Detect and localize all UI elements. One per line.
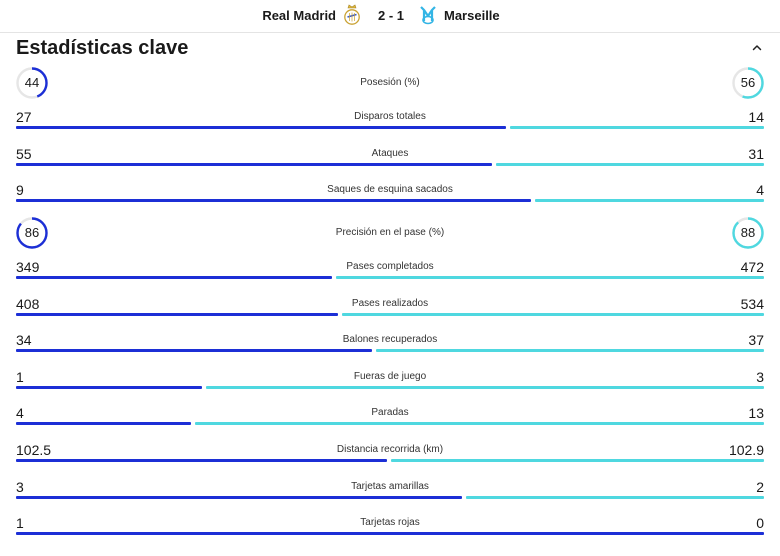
home-value: 9 bbox=[16, 182, 24, 198]
home-bar bbox=[16, 349, 373, 352]
away-bar bbox=[195, 422, 764, 425]
away-value: 31 bbox=[748, 146, 764, 162]
home-ring: 44 bbox=[16, 67, 48, 99]
home-value: 55 bbox=[16, 146, 32, 162]
home-ring: 86 bbox=[16, 217, 48, 249]
away-bar bbox=[376, 349, 764, 352]
stat-label: Saques de esquina sacados bbox=[327, 184, 453, 195]
away-bar bbox=[466, 496, 764, 499]
home-bar bbox=[16, 313, 339, 316]
away-value: 534 bbox=[740, 296, 764, 312]
home-bar bbox=[16, 422, 192, 425]
stat-label: Balones recuperados bbox=[342, 334, 438, 345]
away-ring-gauge bbox=[732, 217, 764, 249]
comparison-bar bbox=[16, 422, 764, 425]
away-value: 472 bbox=[740, 259, 764, 275]
comparison-bar bbox=[16, 459, 764, 462]
away-bar bbox=[535, 199, 764, 202]
away-value: 4 bbox=[756, 182, 764, 198]
home-bar bbox=[16, 126, 506, 129]
home-ring-gauge bbox=[16, 67, 48, 99]
away-value: 0 bbox=[756, 515, 764, 531]
home-value: 34 bbox=[16, 332, 32, 348]
home-bar bbox=[16, 532, 764, 535]
home-bar bbox=[16, 199, 532, 202]
away-bar bbox=[336, 276, 764, 279]
home-value: 3 bbox=[16, 479, 24, 495]
comparison-bar bbox=[16, 163, 764, 166]
away-bar bbox=[495, 163, 764, 166]
stat-label: Posesión (%) bbox=[360, 77, 420, 88]
home-value: 1 bbox=[16, 369, 24, 385]
away-value: 3 bbox=[756, 369, 764, 385]
home-value: 44 bbox=[24, 75, 40, 90]
away-team-name[interactable]: Marseille bbox=[444, 8, 500, 23]
stat-label: Paradas bbox=[371, 407, 409, 418]
match-score: 2 - 1 bbox=[377, 8, 404, 23]
comparison-bar bbox=[16, 349, 764, 352]
away-ring-gauge bbox=[732, 67, 764, 99]
stat-label: Tarjetas amarillas bbox=[351, 481, 429, 492]
home-bar bbox=[16, 163, 492, 166]
comparison-bar bbox=[16, 313, 764, 316]
home-team-name[interactable]: Real Madrid bbox=[262, 8, 336, 23]
stat-label: Tarjetas rojas bbox=[360, 517, 420, 528]
home-bar bbox=[16, 386, 202, 389]
away-ring: 88 bbox=[732, 217, 764, 249]
home-value: 4 bbox=[16, 405, 24, 421]
comparison-bar bbox=[16, 532, 764, 535]
away-value: 37 bbox=[748, 332, 764, 348]
home-ring-gauge bbox=[16, 217, 48, 249]
home-value: 1 bbox=[16, 515, 24, 531]
comparison-bar bbox=[16, 126, 764, 129]
away-bar bbox=[342, 313, 764, 316]
comparison-bar bbox=[16, 199, 764, 202]
stat-label: Distancia recorrida (km) bbox=[336, 444, 444, 455]
stat-label: Fueras de juego bbox=[353, 371, 427, 382]
away-value: 2 bbox=[756, 479, 764, 495]
home-value: 86 bbox=[24, 225, 40, 240]
stat-label: Disparos totales bbox=[354, 111, 426, 122]
real-madrid-crest-icon bbox=[344, 4, 360, 25]
comparison-bar bbox=[16, 496, 764, 499]
comparison-bar bbox=[16, 386, 764, 389]
section-title: Estadísticas clave bbox=[16, 37, 189, 59]
home-value: 27 bbox=[16, 109, 32, 125]
stat-label: Ataques bbox=[371, 148, 409, 159]
stat-label: Pases completados bbox=[346, 261, 434, 272]
away-bar bbox=[206, 386, 764, 389]
home-value: 349 bbox=[16, 259, 40, 275]
stat-label: Precisión en el pase (%) bbox=[335, 227, 445, 238]
home-value: 102.5 bbox=[16, 442, 52, 458]
away-value: 13 bbox=[748, 405, 764, 421]
marseille-crest-icon bbox=[420, 6, 436, 25]
stat-label: Pases realizados bbox=[351, 298, 429, 309]
home-bar bbox=[16, 496, 463, 499]
away-value: 56 bbox=[740, 75, 756, 90]
away-bar bbox=[509, 126, 764, 129]
away-value: 102.9 bbox=[728, 442, 764, 458]
chevron-up-icon[interactable] bbox=[748, 39, 766, 57]
home-bar bbox=[16, 459, 388, 462]
comparison-bar bbox=[16, 276, 764, 279]
header-divider bbox=[0, 32, 780, 33]
stat-row-possession: 44 Posesión (%) 56 bbox=[0, 67, 780, 99]
home-value: 408 bbox=[16, 296, 40, 312]
home-bar bbox=[16, 276, 333, 279]
stat-row-pass-accuracy: 86 Precisión en el pase (%) 88 bbox=[0, 217, 780, 249]
away-ring: 56 bbox=[732, 67, 764, 99]
match-header: Real Madrid 2 - 1 Marseille bbox=[0, 0, 780, 32]
away-value: 88 bbox=[740, 225, 756, 240]
away-bar bbox=[391, 459, 764, 462]
away-value: 14 bbox=[748, 109, 764, 125]
